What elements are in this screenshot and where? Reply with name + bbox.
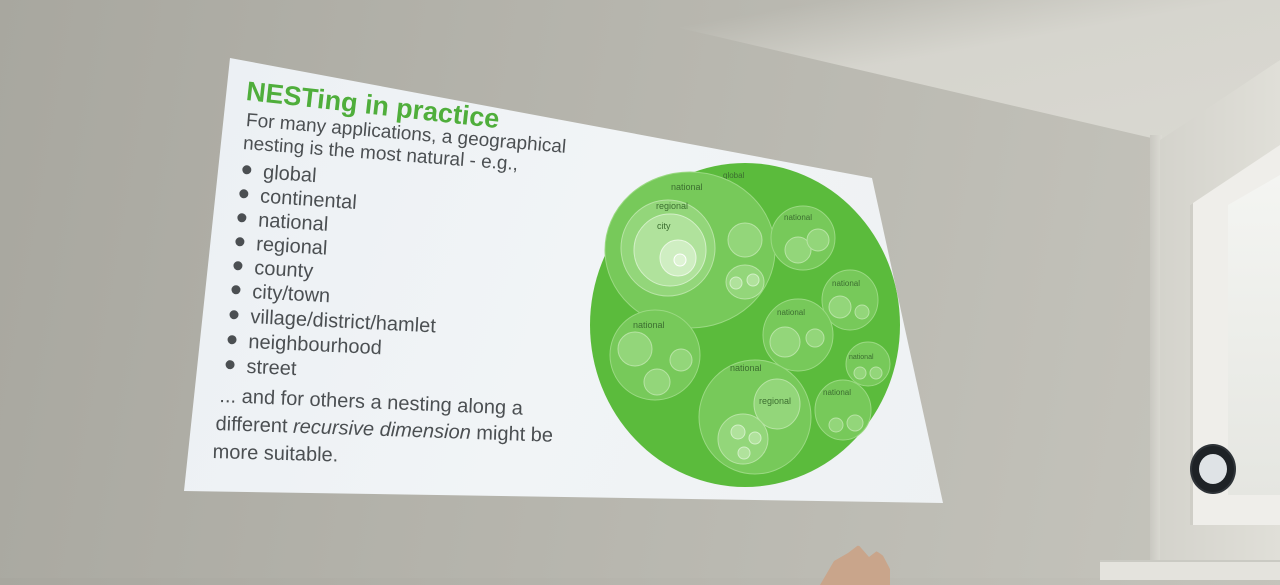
hamlet-circle — [673, 253, 687, 267]
city-circle — [748, 431, 762, 445]
clock-face — [1199, 454, 1227, 484]
outro-emphasis: recursive dimension — [292, 415, 472, 444]
national-label: national — [832, 279, 860, 288]
regional-circle — [725, 264, 765, 300]
heater — [1100, 560, 1280, 580]
bullet-item: county — [233, 256, 314, 284]
regional-circle — [717, 413, 769, 465]
bullet-text: county — [253, 257, 314, 283]
nested-group-bottom-right: national — [814, 379, 872, 441]
regional-circle — [854, 304, 870, 320]
nesting-diagram: global national regional city national n… — [590, 163, 900, 487]
regional-label: regional — [656, 201, 688, 211]
bullet-dot-icon — [227, 335, 237, 345]
city-label: city — [657, 221, 671, 231]
bullet-text: global — [262, 161, 318, 188]
regional-circle — [617, 331, 653, 367]
regional-circle — [869, 366, 883, 380]
bullet-dot-icon — [235, 237, 245, 247]
regional-circle — [853, 366, 867, 380]
bullet-dot-icon — [239, 189, 249, 199]
bullet-dot-icon — [242, 165, 252, 175]
regional-label: regional — [759, 396, 791, 406]
regional-circle — [643, 368, 671, 396]
city-circle — [730, 424, 746, 440]
national-label: national — [671, 182, 703, 192]
national-label: national — [849, 354, 874, 361]
wall-corner — [1150, 135, 1162, 578]
city-circle — [737, 446, 751, 460]
bullet-dot-icon — [231, 285, 241, 295]
bullet-dot-icon — [237, 213, 247, 223]
bullet-text: street — [246, 355, 297, 381]
regional-circle — [805, 328, 825, 348]
national-circle — [845, 341, 891, 387]
nested-group-bottom: national regional — [698, 359, 812, 475]
regional-circle — [806, 228, 830, 252]
regional-circle — [828, 295, 852, 319]
regional-circle — [669, 348, 693, 372]
window-glass — [1228, 175, 1280, 495]
national-label: national — [823, 388, 851, 397]
nested-group-main: national regional city — [604, 171, 776, 329]
bullet-text: neighbourhood — [247, 330, 383, 360]
national-label: national — [730, 363, 762, 373]
outro-line-3: more suitable. — [212, 441, 339, 467]
national-label: national — [784, 213, 812, 222]
outro-text-a: different — [215, 413, 294, 438]
raised-hand — [820, 545, 890, 585]
ceiling — [560, 0, 1280, 140]
outro-text-b: might be — [470, 421, 554, 447]
bullet-item: street — [225, 355, 297, 381]
bullet-text: national — [257, 209, 329, 236]
city-circle — [746, 273, 760, 287]
nested-group-right-small: national — [845, 341, 891, 387]
national-label: national — [777, 308, 805, 317]
nested-group-center: national — [762, 298, 834, 372]
regional-circle — [769, 326, 801, 358]
bullet-text: regional — [255, 233, 328, 260]
regional-circle — [846, 414, 864, 432]
regional-circle — [784, 236, 812, 264]
bullet-dot-icon — [229, 310, 239, 320]
nested-group-left: national — [609, 309, 701, 401]
nested-group-right: national — [821, 269, 879, 331]
global-label: global — [723, 171, 745, 180]
bullet-item: city/town — [231, 280, 331, 308]
nested-group-top-right: national — [770, 205, 836, 271]
regional-circle — [753, 378, 801, 430]
bullet-dot-icon — [225, 360, 235, 370]
wall-clock — [1192, 446, 1234, 492]
national-label: national — [633, 320, 665, 330]
regional-circle — [828, 417, 844, 433]
city-circle — [729, 276, 743, 290]
bullet-dot-icon — [233, 261, 243, 271]
bullet-text: city/town — [251, 281, 331, 308]
regional-circle — [727, 222, 763, 258]
